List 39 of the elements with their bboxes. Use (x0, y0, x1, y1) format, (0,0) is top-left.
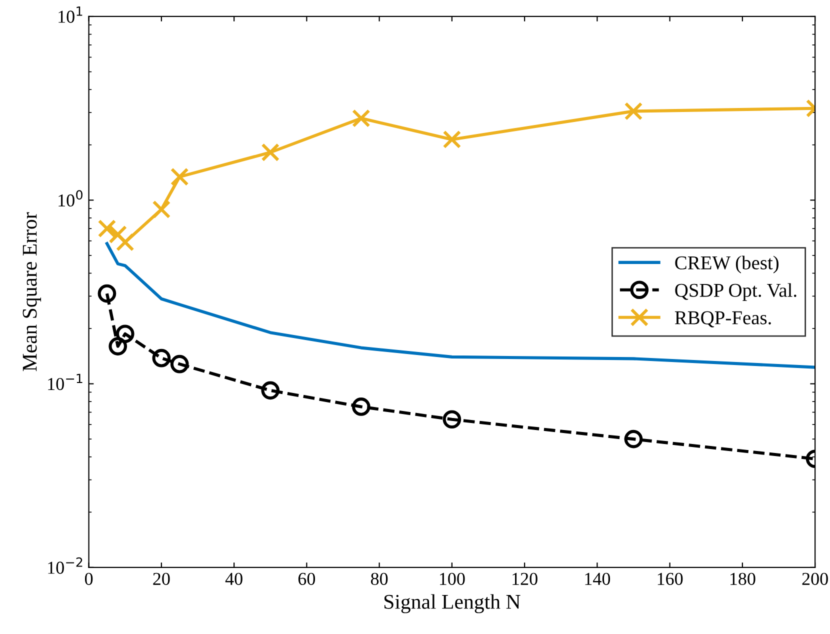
legend-label: RBQP-Feas. (674, 311, 771, 328)
point (170, 354, 189, 374)
y-axis-title: Mean Square Error (22, 212, 42, 372)
x-tick-label: 180 (730, 572, 756, 585)
point (116, 324, 134, 344)
point (152, 200, 171, 219)
point (261, 381, 280, 400)
point (624, 102, 643, 120)
point (108, 337, 128, 356)
x-tick-label: 160 (658, 572, 683, 585)
point (261, 143, 280, 162)
point (116, 233, 134, 252)
point (98, 219, 116, 238)
y-tick-label: 10$^{0}$ (58, 190, 82, 207)
legend-label: CREW (best) (675, 256, 778, 274)
line-series (105, 242, 816, 369)
point (352, 398, 370, 416)
x-axis-title: Signal Length N (384, 594, 520, 614)
x-tick-label: 60 (298, 572, 316, 585)
x-tick-label: 0 (84, 572, 93, 585)
x-tick-label: 20 (153, 572, 170, 585)
x-tick-label: 120 (512, 572, 538, 585)
y-tick-label: 10$^{1}$ (58, 6, 82, 23)
y-tick-label: 10$^{−1}$ (48, 374, 82, 390)
point (624, 430, 643, 448)
point (442, 130, 462, 149)
point (170, 168, 189, 186)
point (98, 284, 116, 303)
point (352, 109, 370, 128)
legend-label: QSDP Opt. Val. (675, 283, 796, 301)
x-tick-label: 200 (802, 572, 828, 585)
x-tick-label: 100 (440, 572, 465, 585)
point (108, 225, 128, 244)
point (152, 348, 171, 368)
x-tick-label: 80 (370, 572, 388, 585)
point (442, 410, 462, 429)
x-tick-label: 40 (225, 572, 242, 585)
x-tick-label: 140 (585, 572, 610, 585)
y-tick-label: 10$^{−2}$ (48, 557, 82, 574)
